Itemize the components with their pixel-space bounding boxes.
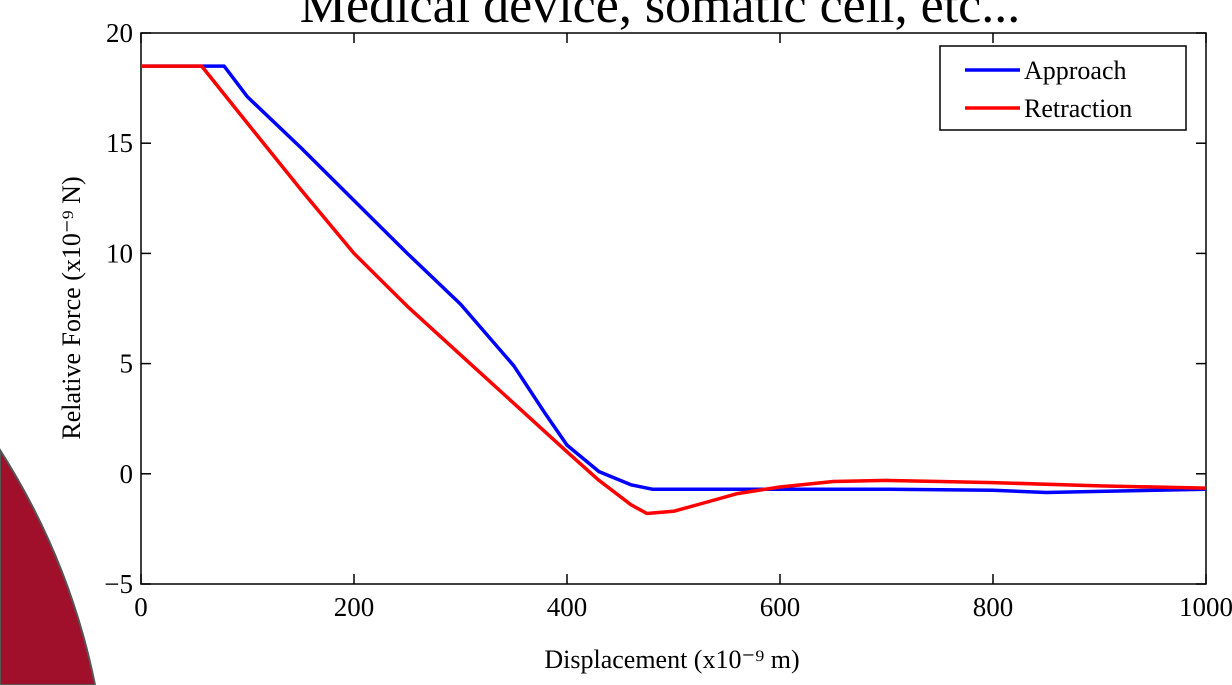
data-line: [141, 64, 1207, 495]
y-tick-label: −5: [104, 569, 133, 599]
legend-label: Retraction: [1024, 94, 1132, 123]
y-tick-label: 5: [120, 349, 134, 379]
data-line: [141, 64, 1207, 516]
legend-box: [939, 45, 1187, 131]
y-axis-label: Relative Force (x10⁻⁹ N): [57, 176, 86, 439]
chart-title: Medical device, somatic cell, etc...: [300, 0, 1020, 34]
slide-decoration: [0, 448, 97, 685]
x-tick-label: 0: [134, 592, 148, 622]
x-tick-label: 600: [760, 592, 801, 622]
y-tick-label: 10: [106, 238, 133, 268]
x-tick-label: 1000: [1179, 592, 1232, 622]
y-tick-label: 0: [120, 459, 134, 489]
y-tick-label: 15: [106, 128, 133, 158]
x-tick-label: 400: [547, 592, 588, 622]
x-axis-label: Displacement (x10⁻⁹ m): [544, 645, 799, 674]
x-tick-label: 200: [334, 592, 375, 622]
legend-label: Approach: [1024, 56, 1127, 85]
x-tick-label: 800: [973, 592, 1014, 622]
y-tick-label: 20: [106, 18, 133, 48]
